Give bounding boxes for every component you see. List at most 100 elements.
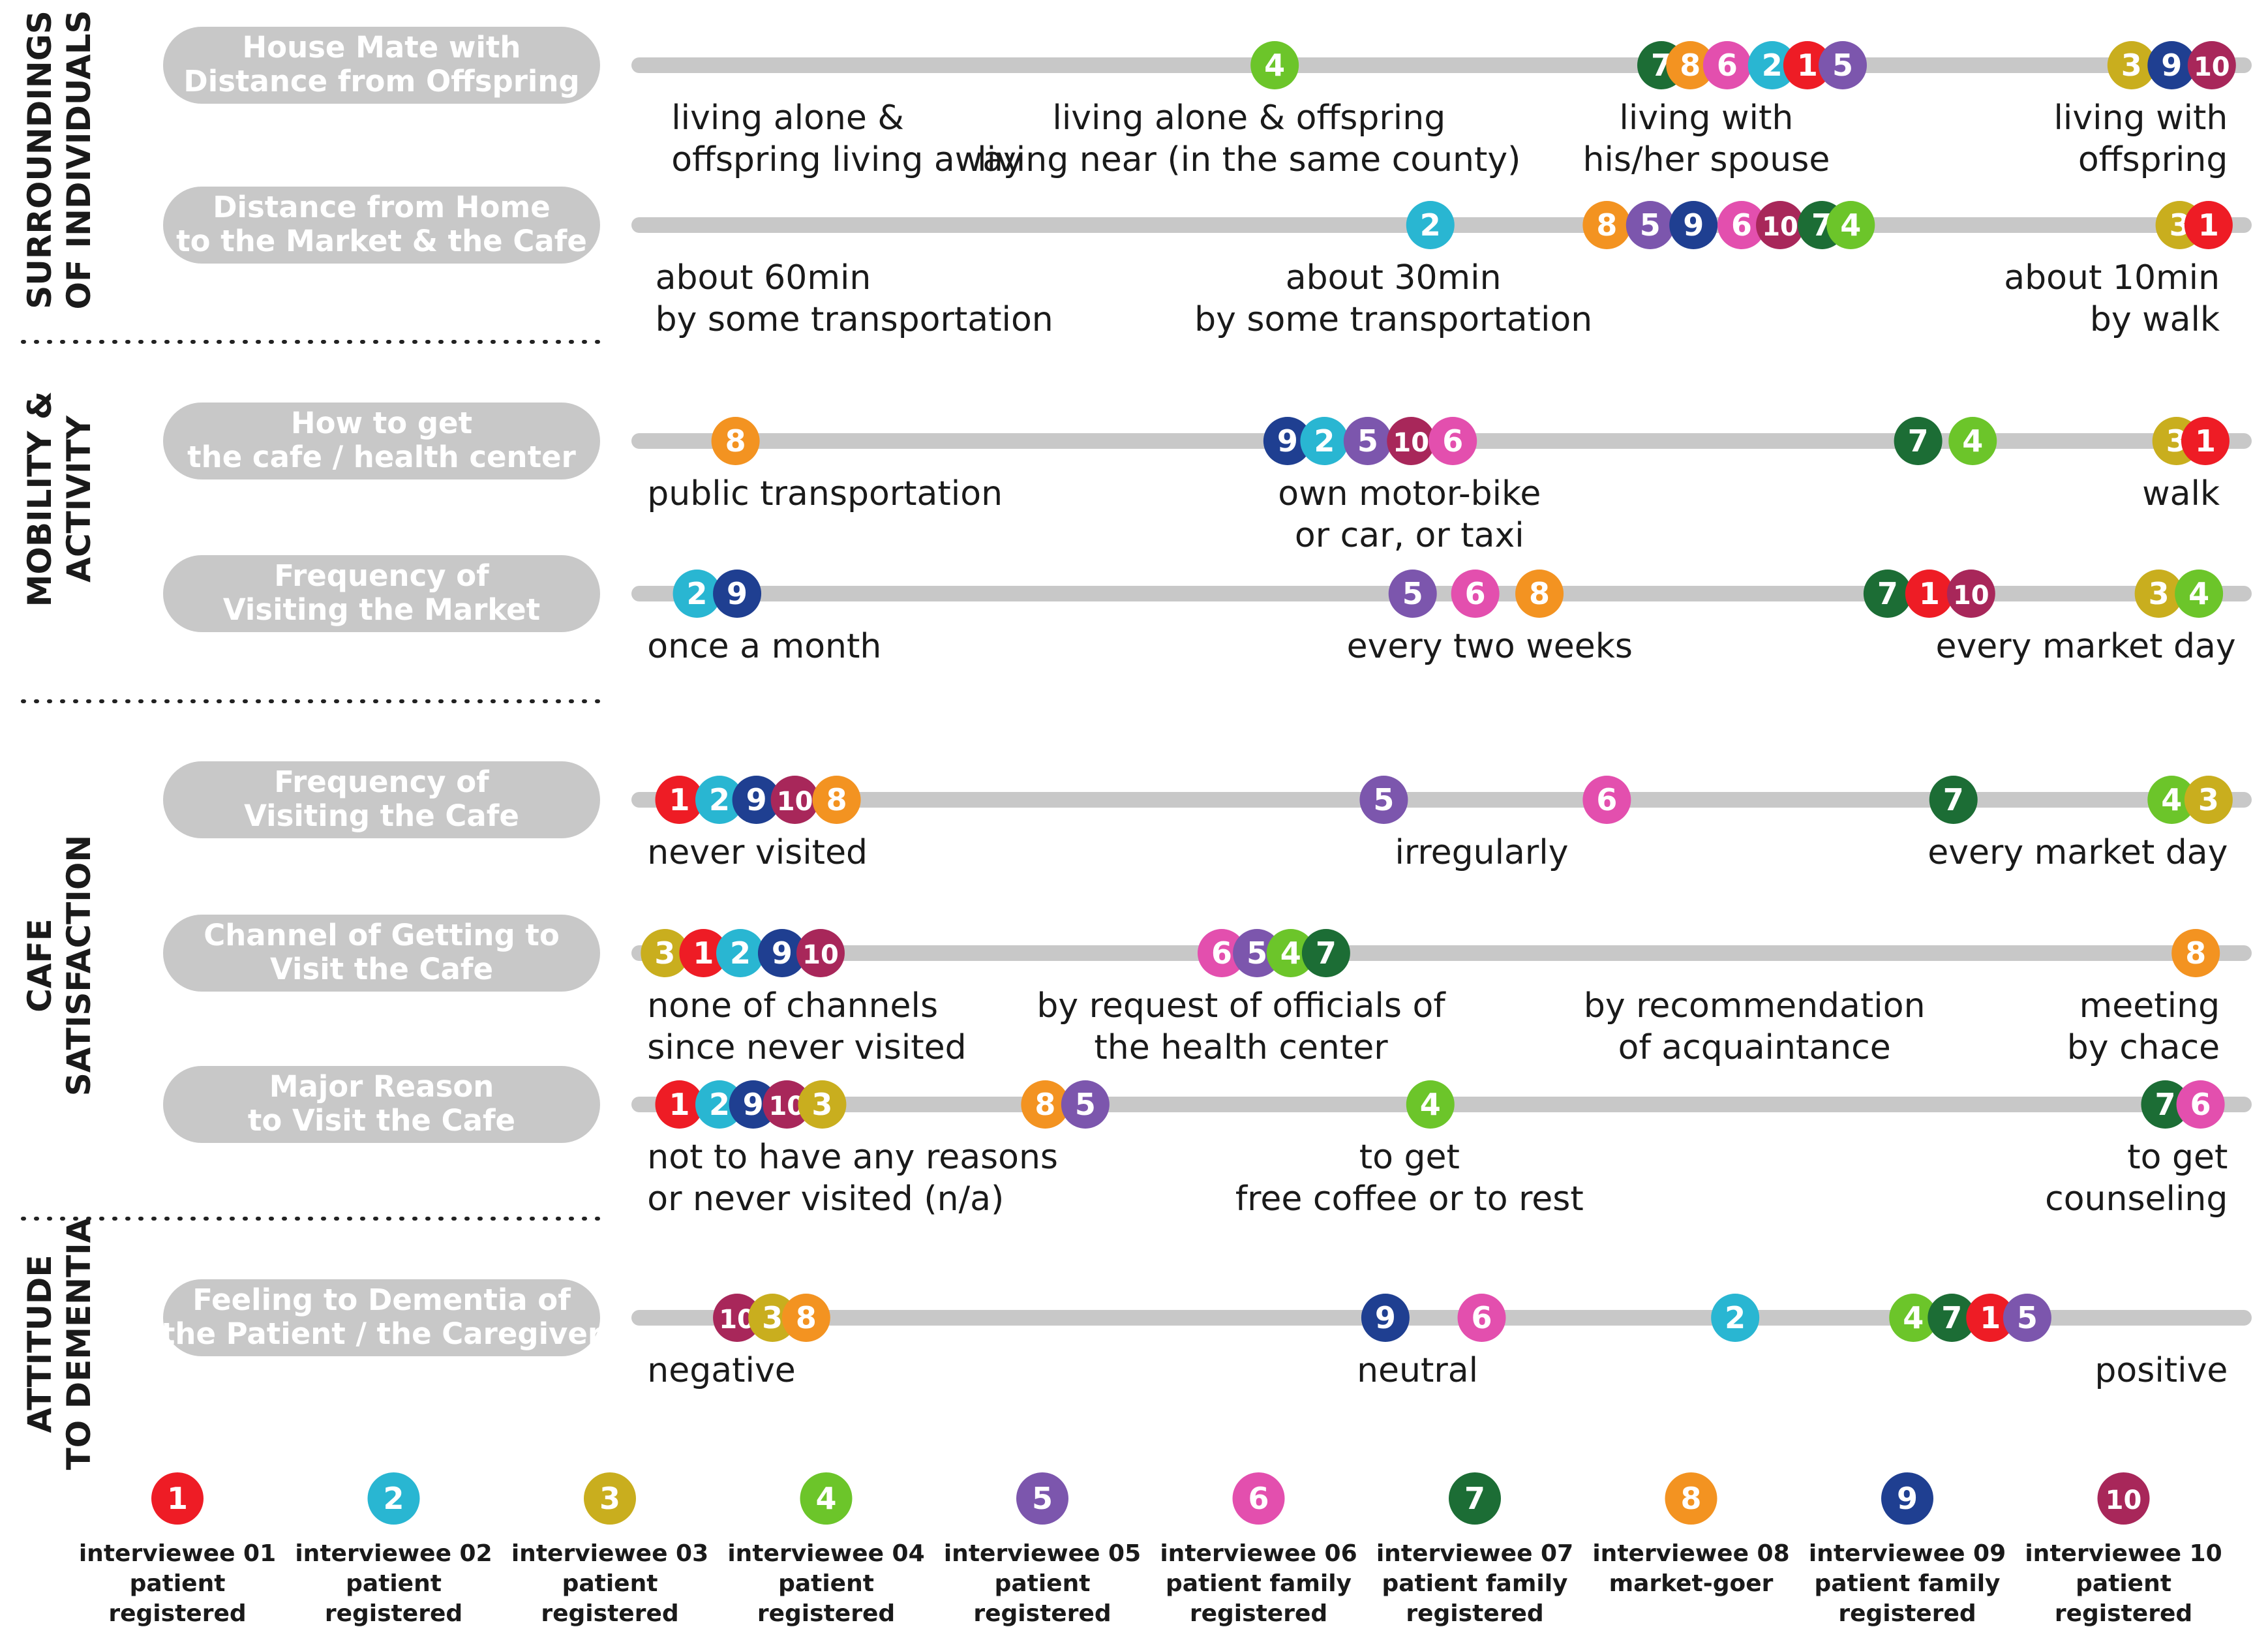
row-label-text: to the Market & the Cafe (176, 224, 587, 258)
data-point-marker (1717, 201, 1766, 249)
legend-text: interviewee 10 (2025, 1540, 2222, 1567)
data-point-marker (1625, 201, 1674, 249)
legend-item-5: 5 interviewee 05 patient registered (944, 1472, 1141, 1627)
row-label-pill (163, 555, 600, 632)
legend-number: 8 (1680, 1481, 1701, 1516)
legend-number: 9 (1897, 1481, 1918, 1516)
data-point-label: 10 (1762, 212, 1798, 242)
scale-label: every market day (1928, 833, 2228, 872)
legend-number: 1 (167, 1481, 188, 1516)
legend-item-8: 8 interviewee 08 market-goer (1592, 1472, 1790, 1597)
data-point-label: 9 (2161, 48, 2182, 83)
data-point-label: 2 (1762, 48, 1783, 83)
data-point-1: 1 (1783, 41, 1832, 89)
data-point-marker (1905, 570, 1954, 618)
legend-text: registered (1190, 1600, 1327, 1627)
data-point-marker (1702, 41, 1751, 89)
section-label: CAFE (21, 919, 59, 1012)
data-point-7: 7 (2141, 1080, 2190, 1129)
scale-label: about 10min (2004, 258, 2220, 297)
data-point-label: 5 (2017, 1300, 2038, 1335)
data-point-marker (1451, 570, 1500, 618)
data-point-10: 10 (770, 776, 819, 824)
data-point-marker (1406, 201, 1455, 249)
data-point-label: 6 (2190, 1087, 2211, 1122)
data-point-label: 2 (709, 1087, 730, 1122)
data-point-6: 6 (1429, 417, 1477, 465)
data-point-label: 1 (1980, 1300, 2001, 1335)
data-point-marker (695, 776, 744, 824)
data-point-marker (798, 1080, 847, 1129)
data-point-marker (713, 1294, 762, 1342)
row-label-pill (163, 761, 600, 838)
data-point-label: 8 (1035, 1087, 1055, 1122)
data-point-label: 6 (1731, 207, 1752, 243)
data-point-marker (2184, 201, 2233, 249)
data-point-label: 7 (1943, 782, 1964, 817)
legend-marker (367, 1472, 420, 1525)
data-point-marker (1946, 570, 1995, 618)
data-point-label: 1 (2198, 207, 2219, 243)
data-point-3: 3 (2134, 570, 2183, 618)
data-point-marker (2107, 41, 2156, 89)
data-point-9: 9 (2147, 41, 2196, 89)
data-point-1: 1 (1905, 570, 1954, 618)
data-point-2: 2 (1406, 201, 1455, 249)
data-point-marker (1966, 1294, 2015, 1342)
scale-label: negative (647, 1351, 795, 1390)
data-point-5: 5 (1819, 41, 1867, 89)
data-point-4: 4 (1266, 929, 1315, 977)
scale-label: irregularly (1395, 833, 1568, 872)
scale-label: neutral (1357, 1351, 1478, 1390)
scale-label: by request of officials of (1036, 986, 1446, 1026)
row-label-text: to Visit the Cafe (248, 1103, 515, 1138)
legend-marker (1016, 1472, 1068, 1525)
data-point-label: 2 (1314, 423, 1335, 459)
data-point-8: 8 (711, 417, 760, 465)
legend-text: patient (130, 1570, 226, 1597)
data-point-7: 7 (1928, 1294, 1976, 1342)
data-point-label: 3 (2198, 782, 2219, 817)
legend-text: market-goer (1609, 1570, 1774, 1597)
data-point-marker (713, 570, 762, 618)
data-point-5: 5 (2003, 1294, 2051, 1342)
legend-text: patient family (1814, 1570, 2000, 1597)
data-point-label: 8 (796, 1300, 817, 1335)
scale-label: meeting (2079, 986, 2220, 1026)
scale-label: by walk (2090, 300, 2220, 339)
legend-text: patient (562, 1570, 658, 1597)
row-label-text: House Mate with (243, 30, 521, 65)
data-point-marker (2184, 776, 2233, 824)
data-point-marker (1406, 1080, 1455, 1129)
legend-text: patient family (1166, 1570, 1352, 1597)
legend-text: patient family (1382, 1570, 1567, 1597)
legend-number: 6 (1248, 1481, 1269, 1516)
legend-text: registered (325, 1600, 462, 1627)
data-point-label: 4 (2161, 782, 2182, 817)
scale-label: living near (in the same county) (977, 140, 1520, 179)
data-point-label: 4 (1264, 48, 1285, 83)
row-label-pill (163, 403, 600, 479)
legend-text: interviewee 07 (1376, 1540, 1573, 1567)
data-point-marker (2181, 417, 2230, 465)
row-label-text: Frequency of (274, 765, 489, 799)
data-point-1: 1 (1966, 1294, 2015, 1342)
data-point-marker (1929, 776, 1978, 824)
data-point-label: 10 (2194, 52, 2230, 82)
legend-text: registered (2055, 1600, 2192, 1627)
data-point-label: 5 (1075, 1087, 1096, 1122)
data-point-label: 1 (669, 1087, 689, 1122)
data-point-label: 6 (1717, 48, 1738, 83)
data-point-label: 7 (1877, 576, 1898, 611)
legend-text: interviewee 01 (79, 1540, 276, 1567)
data-point-label: 3 (2121, 48, 2142, 83)
data-point-label: 2 (1725, 1300, 1746, 1335)
data-point-marker (748, 1294, 797, 1342)
data-point-label: 7 (1941, 1300, 1962, 1335)
data-point-label: 10 (1953, 581, 1989, 611)
data-point-marker (1948, 417, 1997, 465)
